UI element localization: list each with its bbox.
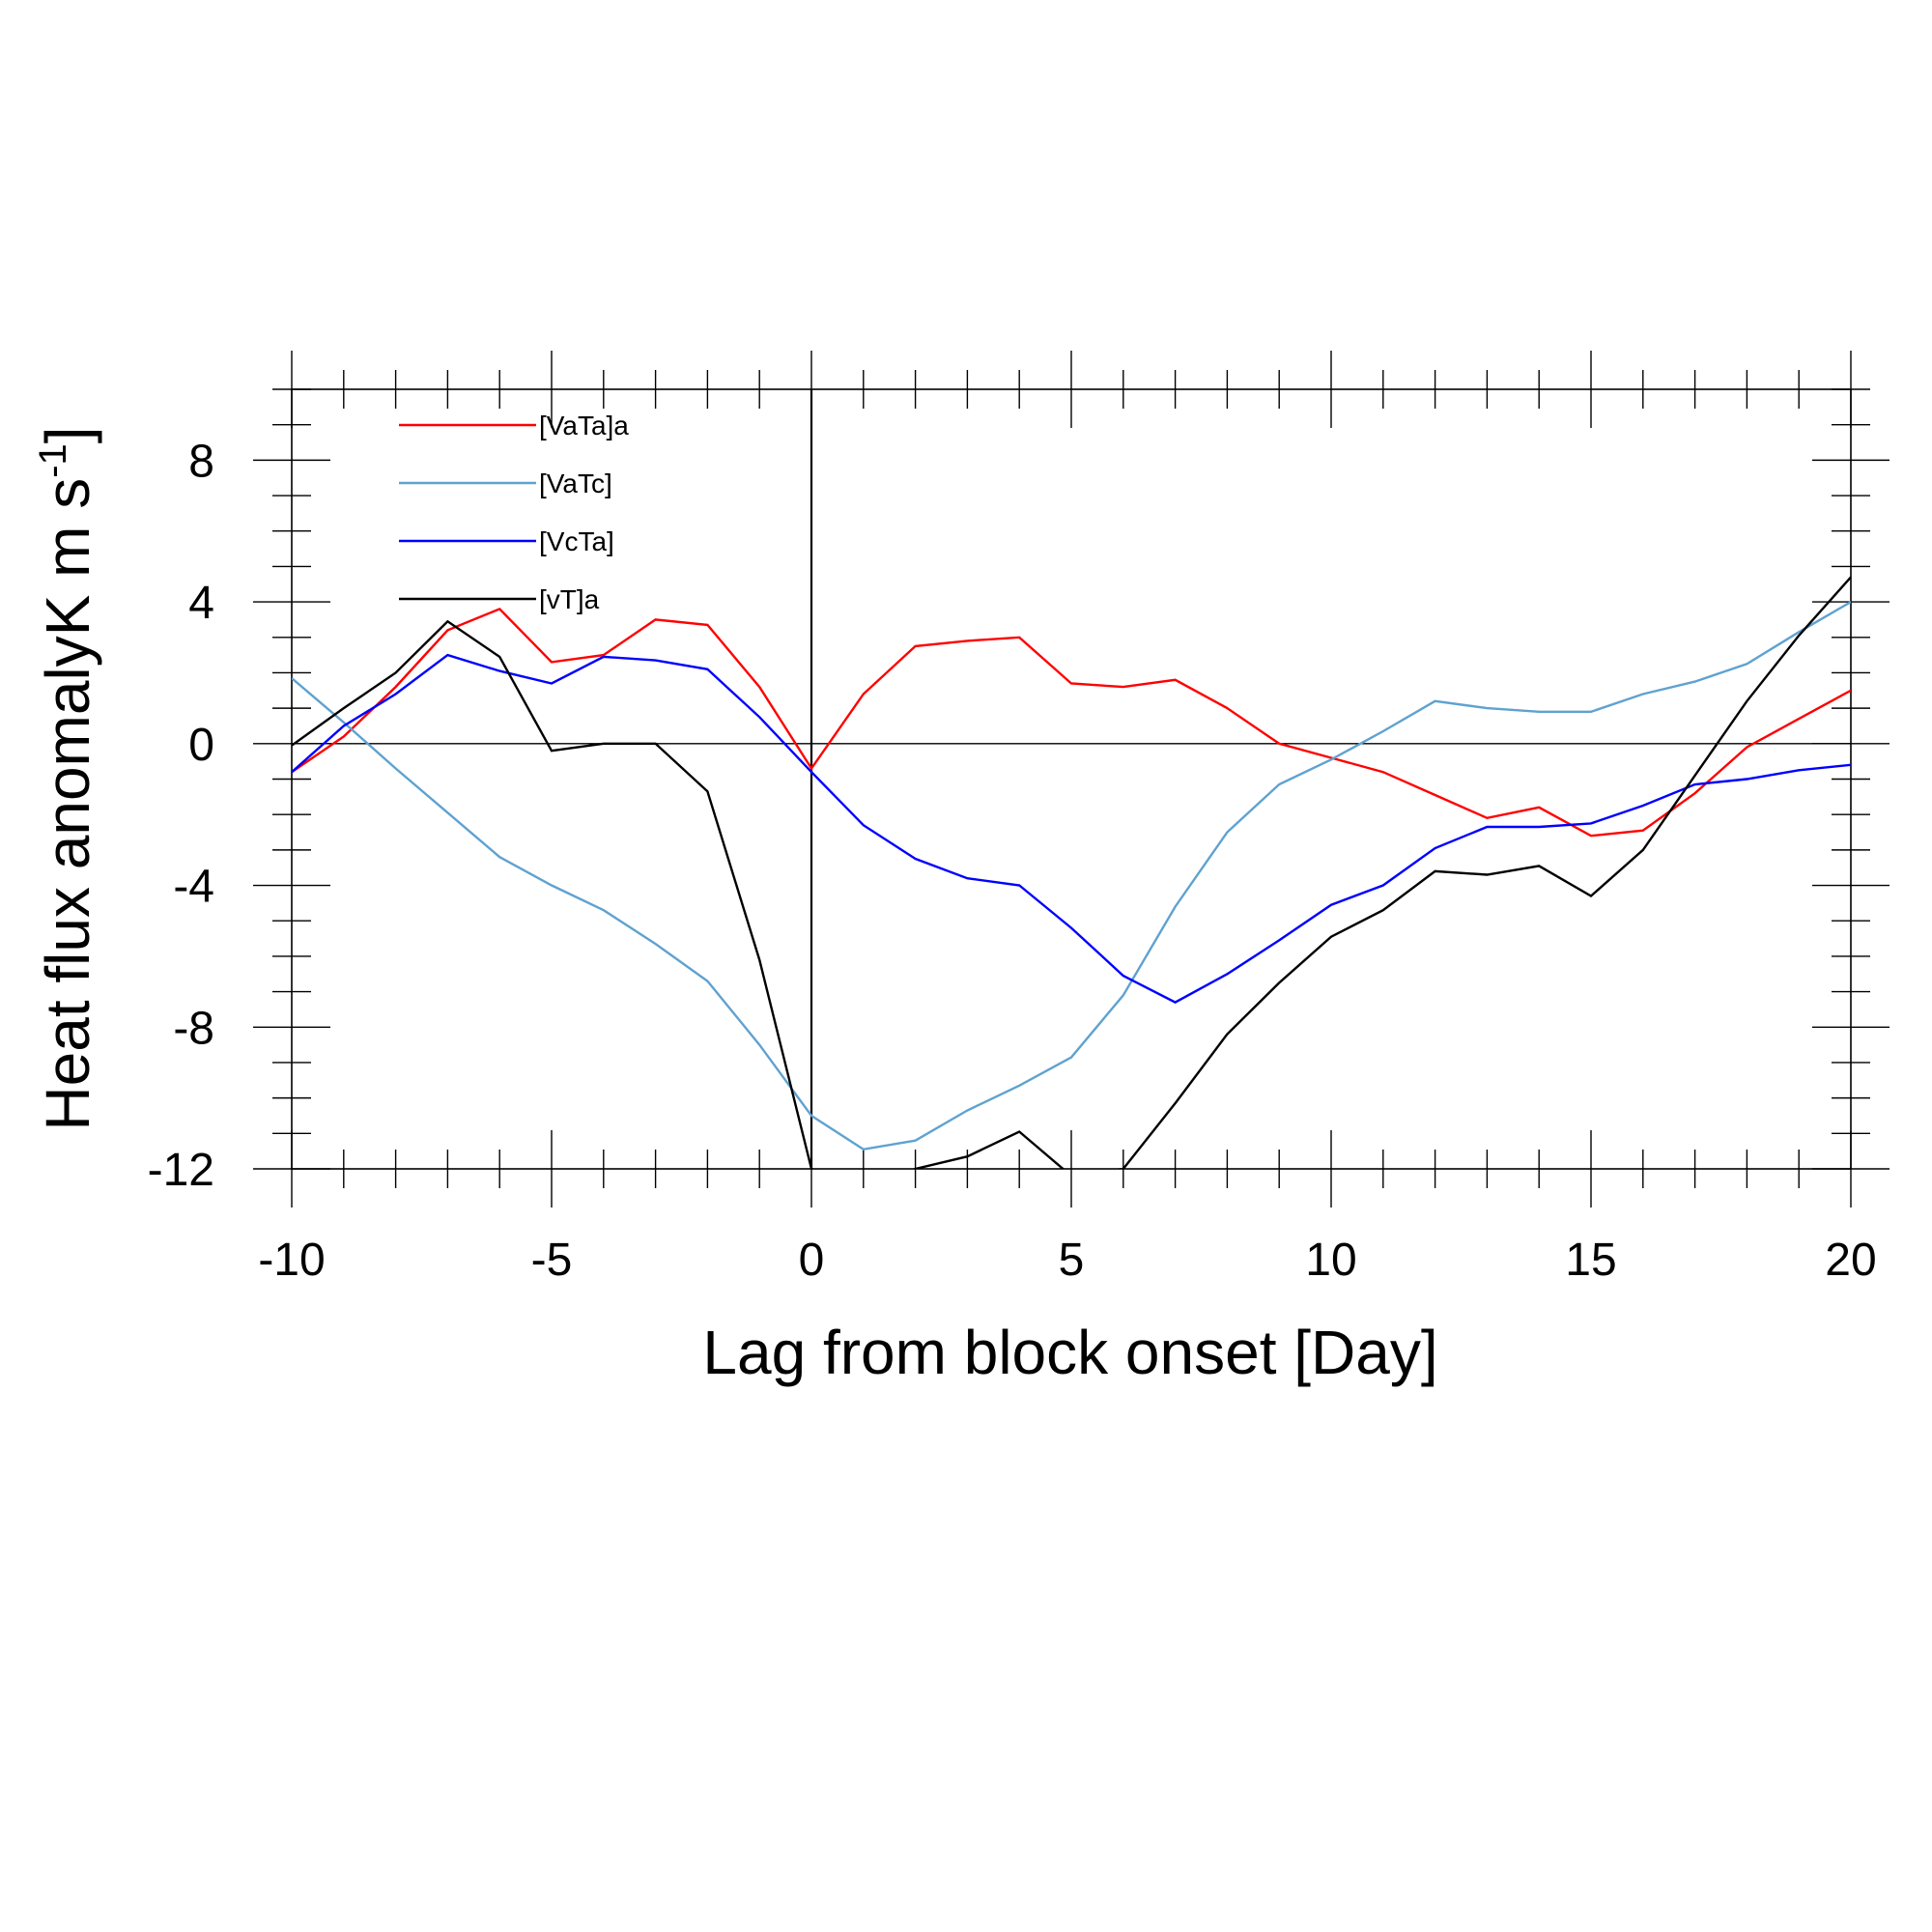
- y-axis-title-group: Heat flux anomalyK m s-1]: [32, 426, 102, 1130]
- y-axis-title: Heat flux anomalyK m s-1]: [32, 426, 102, 1130]
- y-axis-title-superscript: -1: [32, 443, 74, 478]
- legend-label: [VaTa]a: [539, 411, 629, 440]
- y-tick-label: -4: [173, 862, 214, 913]
- legend-label: [vT]a: [539, 584, 600, 614]
- ticks: [253, 351, 1889, 1208]
- series-line-1: [292, 607, 1851, 838]
- y-tick-label: 0: [188, 720, 214, 771]
- y-tick-label: 4: [188, 578, 214, 629]
- tick-labels: -10 -5 0 5 10 15 20 -12 -8 -4 0 4 8: [148, 436, 1877, 1286]
- series-line-3: [292, 653, 1851, 1004]
- x-tick-label: -5: [531, 1235, 573, 1286]
- y-axis-title-bracket: ]: [33, 426, 102, 443]
- x-axis-title: Lag from block onset [Day]: [702, 1318, 1437, 1387]
- x-tick-label: 15: [1565, 1235, 1616, 1286]
- legend-label: [VaTc]: [539, 469, 612, 498]
- series-line-4: [292, 576, 1851, 1169]
- reference-lines: [292, 389, 1851, 1169]
- legend-label: [VcTa]: [539, 526, 614, 556]
- y-axis-title-main: Heat flux anomalyK m s: [33, 478, 102, 1131]
- series-line-2: [292, 601, 1851, 1151]
- x-tick-label: 20: [1825, 1235, 1876, 1286]
- x-tick-label: 0: [799, 1235, 825, 1286]
- y-tick-label: -12: [148, 1145, 214, 1196]
- plot-frame: [291, 388, 1852, 1170]
- x-tick-label: -10: [258, 1235, 325, 1286]
- legend: [VaTa]a [VaTc] [VcTa] [vT]a: [399, 411, 629, 614]
- y-tick-label: 8: [188, 436, 214, 487]
- x-tick-label: 5: [1059, 1235, 1085, 1286]
- series-lines: [292, 576, 1851, 1169]
- x-tick-label: 10: [1305, 1235, 1356, 1286]
- y-tick-label: -8: [173, 1003, 214, 1054]
